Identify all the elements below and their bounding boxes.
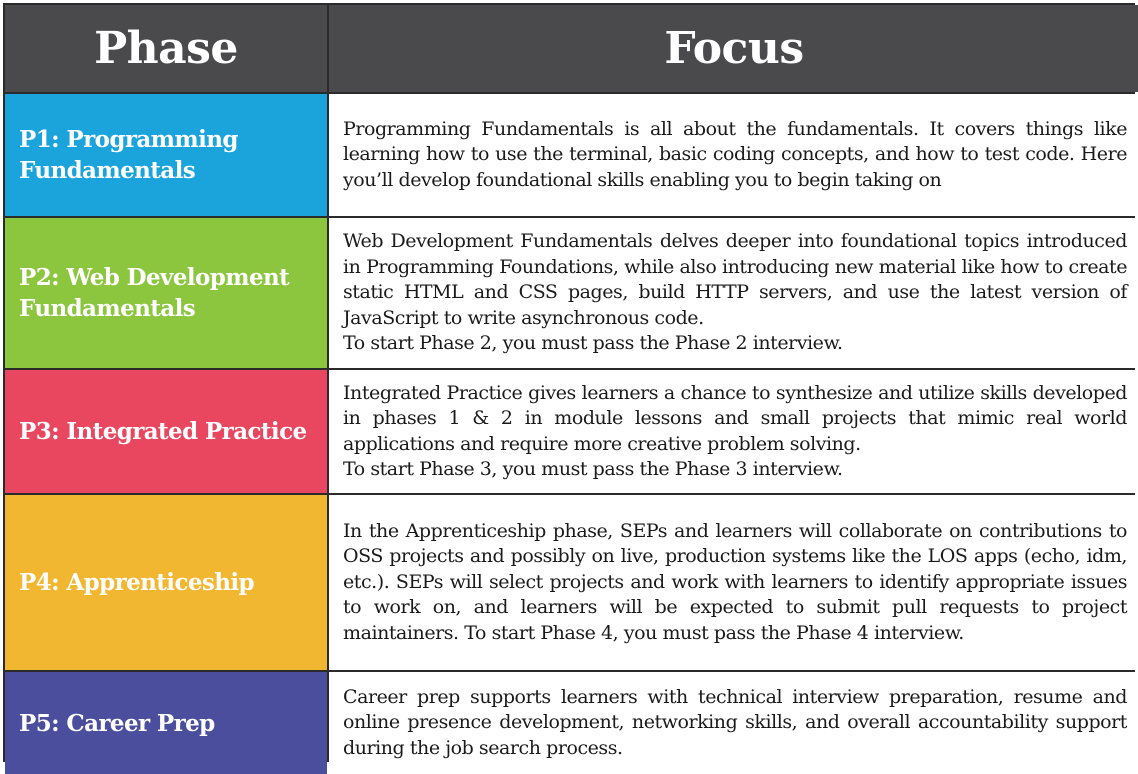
focus-cell-p1: Programming Fundamentals is all about th… [329,94,1138,216]
focus-text-p2: Web Development Fundamentals delves deep… [343,230,1127,329]
focus-cell-p4: In the Apprenticeship phase, SEPs and le… [329,495,1138,670]
phase-cell-p2: P2: Web Development Fundamentals [5,218,327,368]
focus-cell-p3: Integrated Practice gives learners a cha… [329,370,1138,493]
focus-text-p3: Integrated Practice gives learners a cha… [343,381,1127,455]
phase-cell-p5: P5: Career Prep [5,672,327,774]
focus-column-header: Focus [329,5,1138,92]
phase-focus-table: Phase Focus P1: Programming Fundamentals… [3,3,1138,774]
phase-cell-p3: P3: Integrated Practice [5,370,327,493]
focus-text-p1: Programming Fundamentals is all about th… [343,117,1127,191]
focus-note-p3: To start Phase 3, you must pass the Phas… [343,458,843,480]
focus-note-p2: To start Phase 2, you must pass the Phas… [343,332,843,355]
focus-cell-p2: Web Development Fundamentals delves deep… [329,218,1138,368]
focus-text-p4: In the Apprenticeship phase, SEPs and le… [343,519,1127,644]
phase-cell-p1: P1: Programming Fundamentals [5,94,327,216]
focus-text-p5: Career prep supports learners with techn… [343,685,1127,759]
phase-cell-p4: P4: Apprenticeship [5,495,327,670]
focus-cell-p5: Career prep supports learners with techn… [329,672,1138,774]
phase-column-header: Phase [5,5,327,92]
